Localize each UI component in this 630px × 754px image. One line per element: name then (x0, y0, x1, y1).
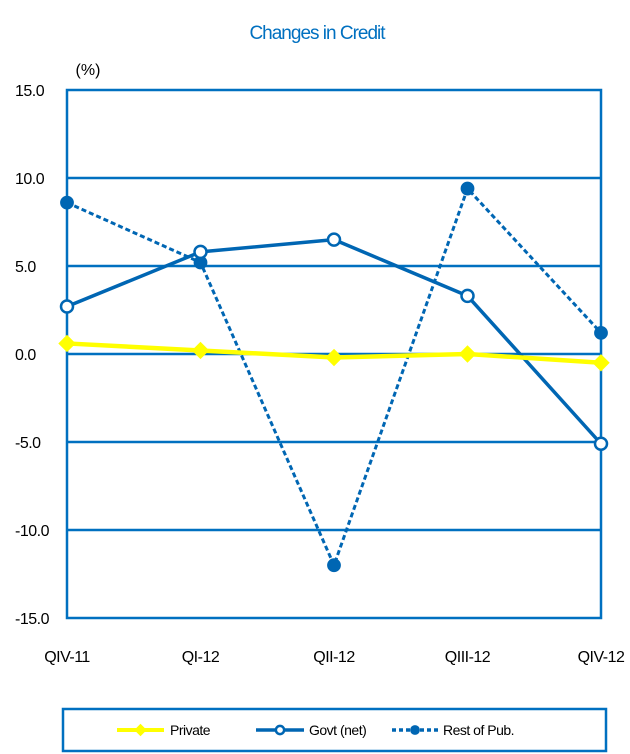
y-tick-label: 10.0 (15, 171, 45, 188)
y-tick-label: -10.0 (15, 523, 50, 540)
chart-title: Changes in Credit (249, 23, 386, 44)
x-tick-label: QII-12 (313, 649, 355, 666)
data-point (460, 181, 475, 196)
data-point (134, 723, 147, 737)
data-point (58, 334, 76, 353)
series-group (58, 181, 610, 573)
legend-label: Rest of Pub. (443, 722, 514, 738)
legend-entry: Private (117, 722, 211, 738)
data-point (458, 345, 477, 363)
x-tick-label: QI-12 (182, 649, 220, 666)
y-tick-label: -5.0 (15, 435, 41, 452)
data-point (274, 724, 286, 736)
legend-label: Private (170, 722, 211, 738)
y-tick-labels: 15.0 10.0 5.0 0.0 -5.0 -10.0 -15.0 (15, 83, 50, 628)
y-tick-label: -15.0 (15, 611, 50, 628)
y-tick-label: 15.0 (15, 83, 45, 100)
plot-area (65, 88, 603, 620)
series-line (66, 237, 603, 445)
x-tick-label: QIV-11 (44, 649, 90, 666)
series-govt-net (59, 232, 609, 452)
data-point (460, 288, 475, 304)
legend-label: Govt (net) (309, 722, 366, 738)
legend-entry: Rest of Pub. (392, 722, 515, 738)
series-private (58, 334, 610, 372)
series-rest-of-pub (60, 181, 608, 573)
x-tick-label: QIII-12 (445, 649, 491, 666)
y-axis-label: (%) (76, 62, 101, 79)
data-point (325, 348, 343, 367)
legend: Private Govt (net) Rest of Pub. (61, 707, 608, 753)
data-point (592, 354, 610, 372)
y-tick-label: 5.0 (15, 259, 36, 276)
x-tick-label: QIV-12 (578, 649, 625, 666)
y-tick-label: 0.0 (15, 347, 36, 364)
data-point (59, 299, 75, 314)
data-point (327, 558, 341, 573)
data-point (410, 725, 420, 735)
data-point (193, 244, 208, 260)
data-point (326, 232, 342, 247)
data-point (594, 325, 608, 340)
x-tick-labels: QIV-11 QI-12 QII-12 QIII-12 QIV-12 (44, 649, 625, 666)
data-point (593, 436, 609, 452)
data-point (191, 341, 210, 360)
data-point (60, 195, 74, 210)
series-line (66, 187, 603, 567)
legend-entry: Govt (net) (256, 722, 367, 738)
